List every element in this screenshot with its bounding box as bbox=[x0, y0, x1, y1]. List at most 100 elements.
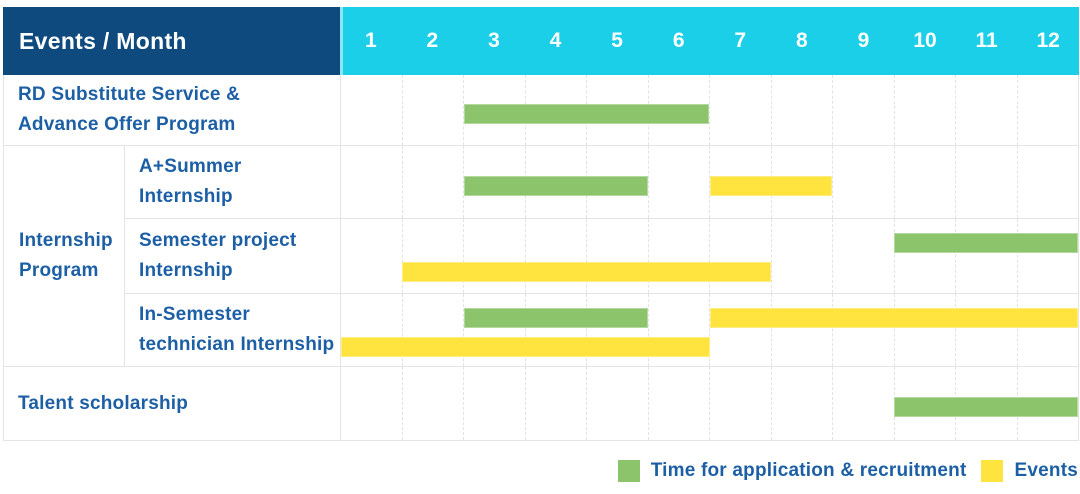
month-header-1: 1 bbox=[364, 29, 377, 52]
month-gridline-cell bbox=[401, 75, 464, 145]
month-gridline-cell bbox=[341, 219, 402, 293]
month-header-7: 7 bbox=[734, 29, 747, 52]
bar-event-m1-m6 bbox=[341, 337, 710, 357]
month-gridline-cell bbox=[832, 75, 894, 145]
row-label: In-Semester technician Internship bbox=[125, 294, 341, 366]
month-header-11: 11 bbox=[975, 29, 998, 52]
month-gridline-cell bbox=[832, 367, 894, 440]
month-header-3: 3 bbox=[488, 29, 500, 52]
bar-event-m2-m7 bbox=[402, 262, 771, 282]
row-label-line: In-Semester bbox=[139, 304, 250, 325]
table-row-1: RD Substitute Service & Advance Offer Pro… bbox=[4, 75, 1078, 146]
month-gridline-cell bbox=[893, 219, 956, 293]
month-gridline-cell bbox=[463, 219, 525, 293]
month-gridline-cell bbox=[709, 75, 771, 145]
month-gridline-cell bbox=[770, 75, 833, 145]
month-gridline-cell bbox=[832, 146, 894, 218]
bar-application-m10-m12 bbox=[893, 233, 1078, 253]
month-gridline-cell bbox=[647, 367, 710, 440]
month-gridline-cell bbox=[463, 294, 525, 366]
row-timeline bbox=[341, 75, 1078, 145]
group-label-line: Internship bbox=[19, 230, 113, 251]
month-header-5: 5 bbox=[611, 29, 623, 52]
group-cell-internship-program: Internship Program bbox=[4, 146, 125, 367]
month-gridline-cell bbox=[893, 294, 956, 366]
month-gridline-cell bbox=[770, 294, 833, 366]
events-month-header: Events / Month bbox=[3, 7, 340, 75]
row-label: RD Substitute Service & Advance Offer Pro… bbox=[4, 75, 341, 145]
row-label-line: A+Summer bbox=[139, 156, 242, 177]
month-gridline-cell bbox=[1016, 294, 1079, 366]
bar-application-m3-m5 bbox=[463, 176, 649, 196]
table-header: Events / Month 1 2 3 4 5 6 7 8 9 10 11 12 bbox=[3, 7, 1079, 75]
month-gridline-cell bbox=[770, 367, 833, 440]
month-gridline-cell bbox=[524, 367, 587, 440]
month-header-2: 2 bbox=[426, 29, 439, 52]
month-gridline-cell bbox=[955, 219, 1017, 293]
row-label-line: Advance Offer Program bbox=[18, 114, 236, 135]
month-gridline-cell bbox=[341, 146, 402, 218]
row-timeline bbox=[341, 367, 1078, 440]
row-timeline bbox=[341, 294, 1078, 366]
month-gridline-cell bbox=[1016, 75, 1079, 145]
month-gridline-cell bbox=[524, 294, 587, 366]
month-header-row: 1 2 3 4 5 6 7 8 9 10 11 12 bbox=[340, 7, 1079, 75]
row-label: A+Summer Internship bbox=[125, 146, 341, 218]
month-gridline-cell bbox=[586, 294, 648, 366]
month-gridline-cell bbox=[401, 367, 464, 440]
events-color-swatch bbox=[981, 460, 1004, 482]
month-header-9: 9 bbox=[857, 29, 870, 52]
month-gridline-cell bbox=[401, 294, 464, 366]
month-gridline-cell bbox=[341, 367, 402, 440]
month-gridline-cell bbox=[832, 219, 894, 293]
bar-application-m10-m12 bbox=[893, 397, 1078, 417]
month-gridline-cell bbox=[524, 219, 587, 293]
bar-event-m7-m8 bbox=[709, 176, 833, 196]
month-gridline-cell bbox=[709, 294, 771, 366]
table-row-2: A+Summer Internship bbox=[4, 146, 1078, 219]
month-gridline-cell bbox=[341, 75, 402, 145]
row-label-line: Internship bbox=[139, 186, 233, 207]
month-gridline-cell bbox=[1016, 219, 1079, 293]
table-row-3: Semester project Internship bbox=[4, 219, 1078, 294]
month-header-12: 12 bbox=[1036, 29, 1060, 52]
table-body: Internship Program RD Substitute Service… bbox=[3, 75, 1079, 441]
row-label: Semester project Internship bbox=[125, 219, 341, 293]
month-gridline-cell bbox=[647, 146, 710, 218]
month-gridline-cell bbox=[832, 294, 894, 366]
bar-application-m3-m5 bbox=[463, 308, 649, 328]
schedule-table: Events / Month 1 2 3 4 5 6 7 8 9 10 11 12 Internshi… bbox=[3, 7, 1079, 441]
month-gridline-cell bbox=[647, 219, 710, 293]
row-label: Talent scholarship bbox=[4, 367, 341, 440]
month-gridline-cell bbox=[586, 219, 648, 293]
month-gridline-cell bbox=[401, 219, 464, 293]
month-header-8: 8 bbox=[795, 29, 808, 52]
row-label-line: RD Substitute Service & bbox=[18, 84, 241, 105]
table-row-4: In-Semester technician Internship bbox=[4, 294, 1078, 367]
month-gridline-cell bbox=[955, 146, 1017, 218]
application-color-swatch bbox=[617, 460, 640, 482]
month-gridline-cell bbox=[401, 146, 464, 218]
month-gridline-cell bbox=[647, 294, 710, 366]
month-header-10: 10 bbox=[913, 29, 937, 52]
month-gridline-cell bbox=[893, 75, 956, 145]
month-gridline-cell bbox=[770, 219, 833, 293]
month-gridline-cell bbox=[1016, 146, 1079, 218]
bar-event-m7-m12 bbox=[709, 308, 1078, 328]
month-gridline-cell bbox=[955, 294, 1017, 366]
legend-item-events: Events bbox=[981, 460, 1078, 482]
row-label-line: technician Internship bbox=[139, 334, 335, 355]
month-gridline-cell bbox=[709, 219, 771, 293]
row-label-line: Internship bbox=[139, 260, 233, 281]
month-gridline-cell bbox=[955, 75, 1017, 145]
month-gridline-cell bbox=[463, 146, 525, 218]
row-timeline bbox=[341, 219, 1078, 293]
month-gridline-cell bbox=[586, 367, 648, 440]
row-label-line: Talent scholarship bbox=[18, 392, 189, 414]
month-header-6: 6 bbox=[672, 29, 685, 52]
month-gridline-cell bbox=[893, 146, 956, 218]
month-header-4: 4 bbox=[549, 29, 562, 52]
month-gridline-cell bbox=[463, 75, 525, 145]
month-gridline-cell bbox=[463, 367, 525, 440]
